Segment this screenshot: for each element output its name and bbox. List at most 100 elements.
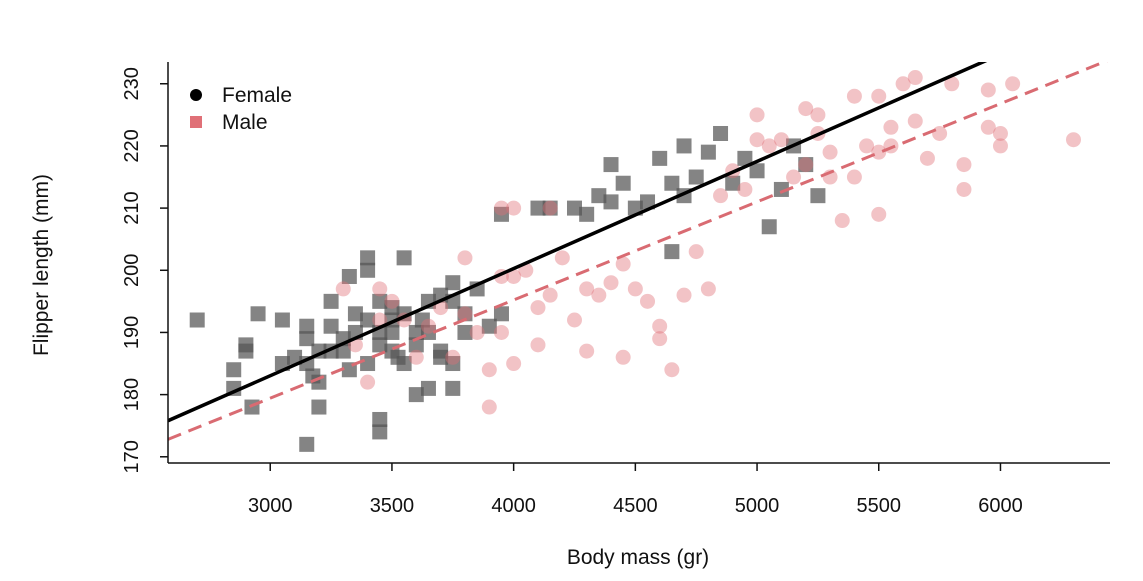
female-point — [372, 293, 388, 309]
female-point — [603, 157, 619, 173]
y-tick-label: 210 — [121, 191, 143, 224]
legend-female-label: Female — [222, 84, 292, 107]
female-point — [713, 125, 729, 141]
male-point — [493, 200, 509, 216]
male-point — [1005, 76, 1021, 92]
male-point — [652, 331, 668, 347]
male-point — [603, 275, 619, 291]
female-point — [372, 411, 388, 427]
female-fit-line — [168, 62, 988, 423]
male-point — [980, 119, 996, 135]
male-point — [749, 132, 765, 148]
male-point — [615, 256, 631, 272]
male-point — [360, 374, 376, 390]
male-point — [846, 169, 862, 185]
y-axis-title: Flipper length (mm) — [30, 174, 53, 356]
male-point — [700, 281, 716, 297]
legend-male-marker — [190, 116, 202, 128]
male-point — [542, 287, 558, 303]
male-point — [810, 107, 826, 123]
male-point — [980, 82, 996, 98]
female-point — [420, 380, 436, 396]
female-point — [603, 194, 619, 210]
female-point — [347, 306, 363, 322]
female-point — [299, 318, 315, 334]
male-point — [798, 157, 814, 173]
male-point — [859, 138, 875, 154]
female-point — [372, 424, 388, 440]
female-point — [652, 150, 668, 166]
female-point — [615, 175, 631, 191]
male-point — [956, 157, 972, 173]
male-point — [627, 281, 643, 297]
female-point — [481, 318, 497, 334]
female-point — [323, 318, 339, 334]
female-point — [372, 337, 388, 353]
female-point — [591, 188, 607, 204]
male-point — [481, 399, 497, 415]
male-point — [992, 138, 1008, 154]
male-point — [773, 132, 789, 148]
legend: Female Male — [190, 84, 292, 134]
x-tick-label: 4500 — [613, 495, 658, 517]
female-point — [530, 200, 546, 216]
male-point — [420, 318, 436, 334]
male-point — [907, 113, 923, 129]
female-point — [287, 349, 303, 365]
x-tick-label: 6000 — [978, 495, 1023, 517]
male-point — [481, 362, 497, 378]
female-point — [773, 181, 789, 197]
male-point — [944, 76, 960, 92]
female-point — [433, 349, 449, 365]
female-point — [360, 250, 376, 266]
female-point — [299, 436, 315, 452]
female-point — [250, 306, 266, 322]
female-point — [323, 293, 339, 309]
male-point — [640, 293, 656, 309]
female-point — [664, 175, 680, 191]
female-point — [445, 275, 461, 291]
x-tick-label: 3000 — [248, 495, 293, 517]
male-point — [895, 76, 911, 92]
male-point — [956, 181, 972, 197]
male-point — [737, 181, 753, 197]
male-point — [384, 293, 400, 309]
female-point — [445, 356, 461, 372]
male-point — [372, 281, 388, 297]
female-point — [542, 200, 558, 216]
points-layer — [189, 70, 1081, 452]
male-point — [506, 268, 522, 284]
male-point — [676, 287, 692, 303]
y-tick-label: 230 — [121, 67, 143, 100]
male-point — [834, 213, 850, 229]
legend-female-marker — [190, 89, 202, 101]
legend-male-label: Male — [222, 111, 268, 134]
male-point — [822, 144, 838, 160]
female-point — [798, 157, 814, 173]
male-point — [408, 349, 424, 365]
female-point — [737, 150, 753, 166]
axes-layer: 3000 3500 4000 4500 5000 5500 6000 170 180 190 200… — [121, 62, 1110, 517]
female-point — [390, 349, 406, 365]
male-point — [786, 169, 802, 185]
female-point — [761, 219, 777, 235]
male-point — [372, 312, 388, 328]
x-tick-label: 5500 — [857, 495, 902, 517]
male-point — [530, 300, 546, 316]
female-point — [189, 312, 205, 328]
female-point — [493, 206, 509, 222]
female-point — [445, 380, 461, 396]
male-point — [871, 206, 887, 222]
female-point — [360, 262, 376, 278]
male-point — [506, 200, 522, 216]
female-point — [493, 306, 509, 322]
y-tick-label: 180 — [121, 378, 143, 411]
male-point — [713, 188, 729, 204]
male-point — [493, 324, 509, 340]
male-point — [761, 138, 777, 154]
female-point — [579, 206, 595, 222]
x-tick-label: 5000 — [735, 495, 780, 517]
female-point — [311, 399, 327, 415]
female-point — [274, 312, 290, 328]
male-point — [1065, 132, 1081, 148]
